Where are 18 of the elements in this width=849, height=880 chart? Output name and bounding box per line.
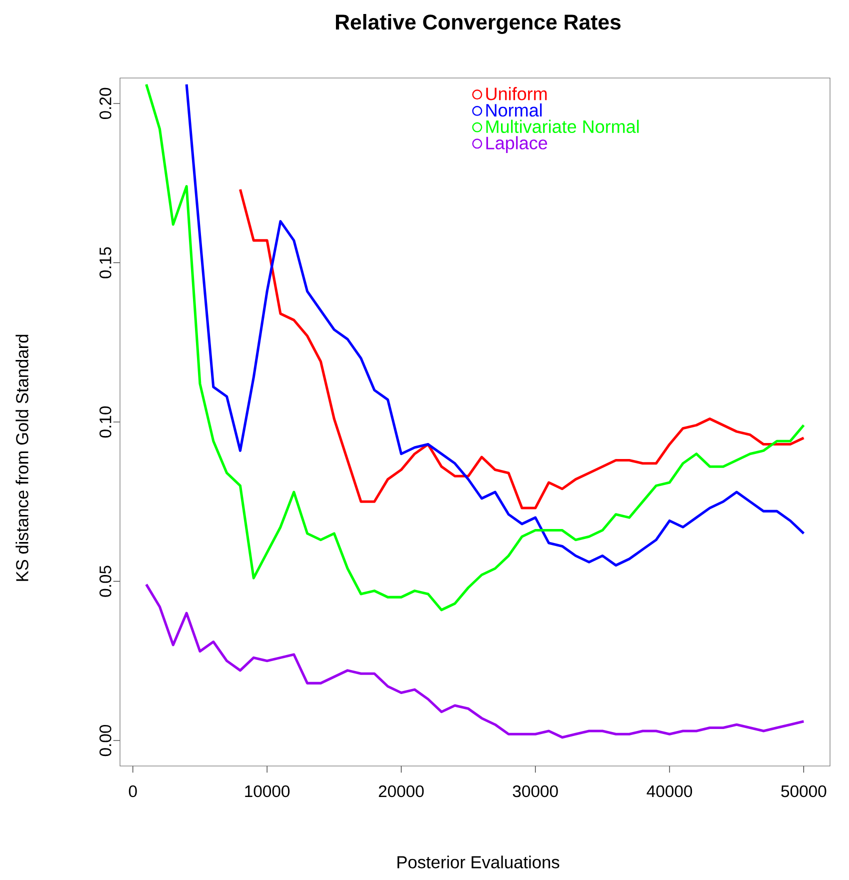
- y-tick-label: 0.20: [100, 88, 112, 120]
- legend-label: Laplace: [486, 136, 548, 153]
- x-tick-label: 30000: [512, 785, 558, 798]
- legend-label: Uniform: [486, 87, 547, 100]
- x-tick-label: 0: [128, 785, 137, 798]
- legend-label: Multivariate Normal: [486, 120, 639, 133]
- y-axis-title: KS distance from Gold Standard: [16, 334, 28, 581]
- legend-label: Normal: [486, 103, 542, 117]
- y-tick-label: 0.15: [100, 247, 112, 278]
- x-tick-label: 40000: [646, 785, 692, 798]
- x-tick-label: 20000: [378, 785, 424, 798]
- y-tick-label: 0.10: [100, 406, 112, 438]
- y-tick-label: 0.05: [100, 566, 112, 597]
- x-tick-label: 10000: [245, 785, 290, 798]
- chart-title: Relative Convergence Rates: [336, 14, 621, 34]
- x-tick-label: 50000: [781, 785, 826, 798]
- x-axis-title: Posterior Evaluations: [398, 856, 560, 868]
- y-tick-label: 0.00: [100, 724, 112, 756]
